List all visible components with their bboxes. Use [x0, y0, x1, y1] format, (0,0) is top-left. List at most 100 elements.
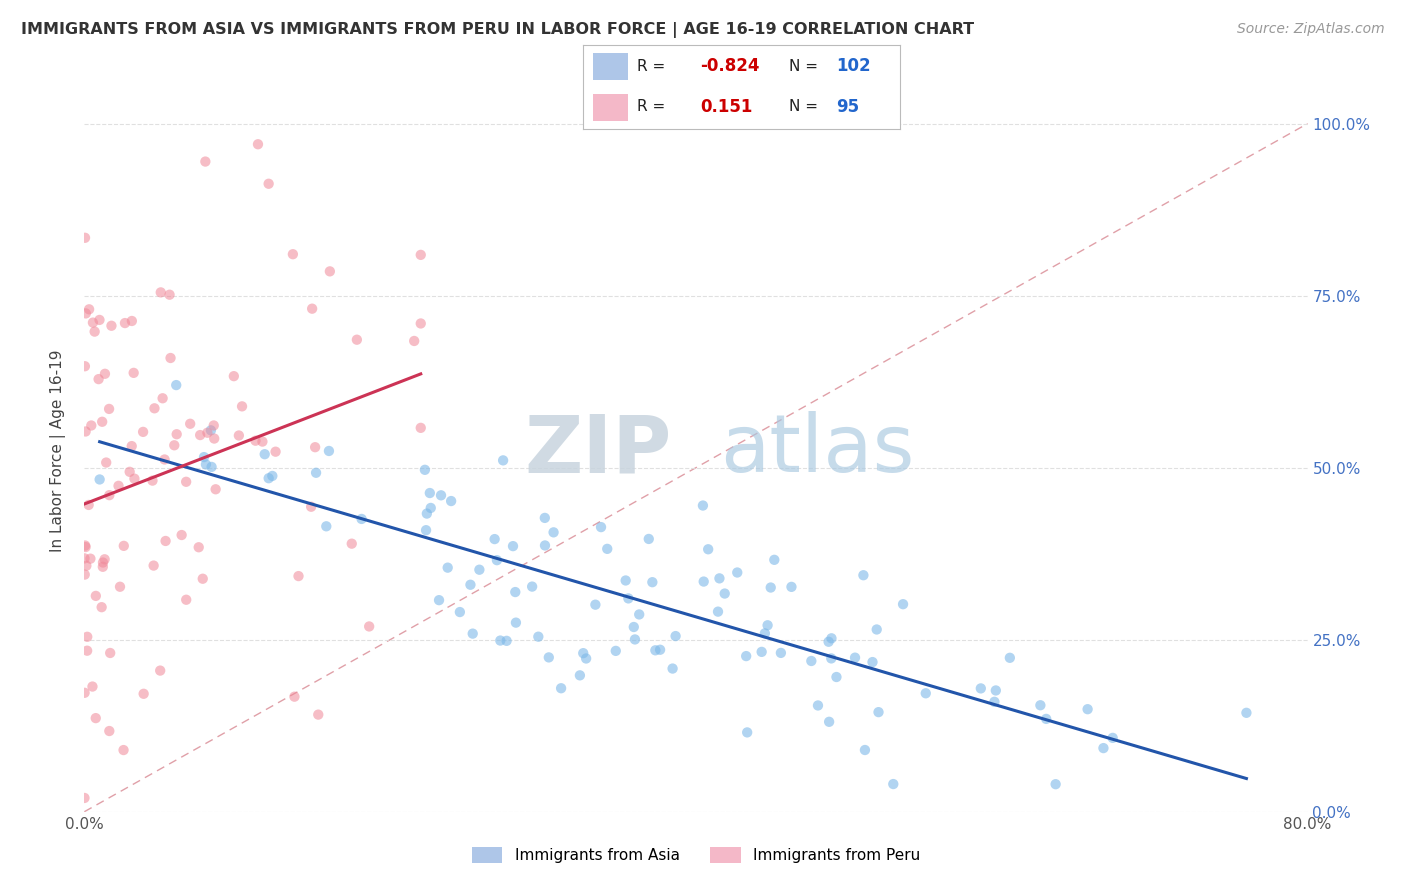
Point — [200, 423, 222, 437]
Point — [73, 686, 96, 700]
Point — [73, 231, 96, 245]
Point — [693, 574, 716, 589]
Point — [163, 438, 186, 452]
Point — [853, 743, 876, 757]
Point — [596, 541, 619, 556]
Point — [648, 642, 671, 657]
Point — [149, 664, 172, 678]
Point — [756, 618, 779, 632]
Point — [98, 724, 121, 739]
Point — [735, 649, 758, 664]
Point — [121, 314, 143, 328]
Point — [440, 494, 463, 508]
Point — [108, 580, 131, 594]
Point — [73, 567, 96, 582]
Point — [100, 318, 122, 333]
Point — [868, 705, 890, 719]
Point — [141, 474, 163, 488]
Point — [84, 711, 107, 725]
Point — [495, 633, 517, 648]
Point — [114, 316, 136, 330]
Point — [318, 444, 340, 458]
Point — [624, 632, 647, 647]
Point — [315, 519, 337, 533]
Text: ZIP: ZIP — [524, 411, 672, 490]
Point — [204, 483, 226, 497]
Point — [575, 651, 598, 665]
Point — [623, 620, 645, 634]
Point — [73, 551, 96, 566]
Point — [484, 532, 506, 546]
Point — [149, 285, 172, 300]
Point — [98, 646, 121, 660]
Point — [75, 306, 97, 320]
Point — [461, 626, 484, 640]
Point — [305, 466, 328, 480]
Point — [502, 539, 524, 553]
Point — [1101, 731, 1123, 745]
Point — [75, 539, 97, 553]
Point — [73, 791, 96, 805]
Point — [1077, 702, 1099, 716]
Point — [413, 463, 436, 477]
Point — [409, 248, 432, 262]
Point — [91, 415, 114, 429]
Point — [194, 154, 217, 169]
Point — [165, 378, 187, 392]
Point — [73, 359, 96, 374]
Point — [252, 434, 274, 449]
Point — [550, 681, 572, 696]
Point — [283, 690, 305, 704]
Point — [170, 528, 193, 542]
Point — [820, 651, 842, 665]
Text: -0.824: -0.824 — [700, 57, 761, 75]
Point — [76, 643, 98, 657]
Point — [96, 456, 118, 470]
Point — [93, 552, 115, 566]
Point — [179, 417, 201, 431]
Point — [605, 644, 627, 658]
Point — [800, 654, 823, 668]
Point — [94, 367, 117, 381]
Point — [155, 533, 177, 548]
FancyBboxPatch shape — [593, 94, 627, 120]
Point — [153, 452, 176, 467]
Point — [159, 287, 181, 301]
Point — [132, 425, 155, 439]
Point — [174, 475, 197, 489]
Point — [166, 427, 188, 442]
Point — [780, 580, 803, 594]
Point — [174, 592, 197, 607]
Point — [817, 634, 839, 648]
Point — [246, 137, 269, 152]
Point — [98, 401, 121, 416]
Point — [818, 714, 841, 729]
Point — [807, 698, 830, 713]
Point — [231, 400, 253, 414]
Point — [404, 334, 426, 348]
Point — [89, 313, 111, 327]
Point — [661, 662, 683, 676]
Point — [409, 317, 432, 331]
Point — [415, 523, 437, 537]
Point — [112, 539, 135, 553]
Text: 0.151: 0.151 — [700, 98, 754, 116]
Point — [142, 558, 165, 573]
Point — [503, 585, 526, 599]
Point — [304, 440, 326, 454]
Point — [143, 401, 166, 416]
Legend: Immigrants from Asia, Immigrants from Peru: Immigrants from Asia, Immigrants from Pe… — [465, 841, 927, 869]
Text: 95: 95 — [837, 98, 859, 116]
Point — [245, 434, 267, 448]
Point — [77, 302, 100, 317]
Text: N =: N = — [789, 99, 818, 114]
Point — [89, 473, 111, 487]
Point — [301, 301, 323, 316]
Text: N =: N = — [789, 59, 818, 74]
Point — [527, 630, 550, 644]
Point — [124, 472, 146, 486]
Point — [644, 643, 666, 657]
Point — [489, 633, 512, 648]
Point — [427, 593, 450, 607]
Point — [520, 580, 543, 594]
